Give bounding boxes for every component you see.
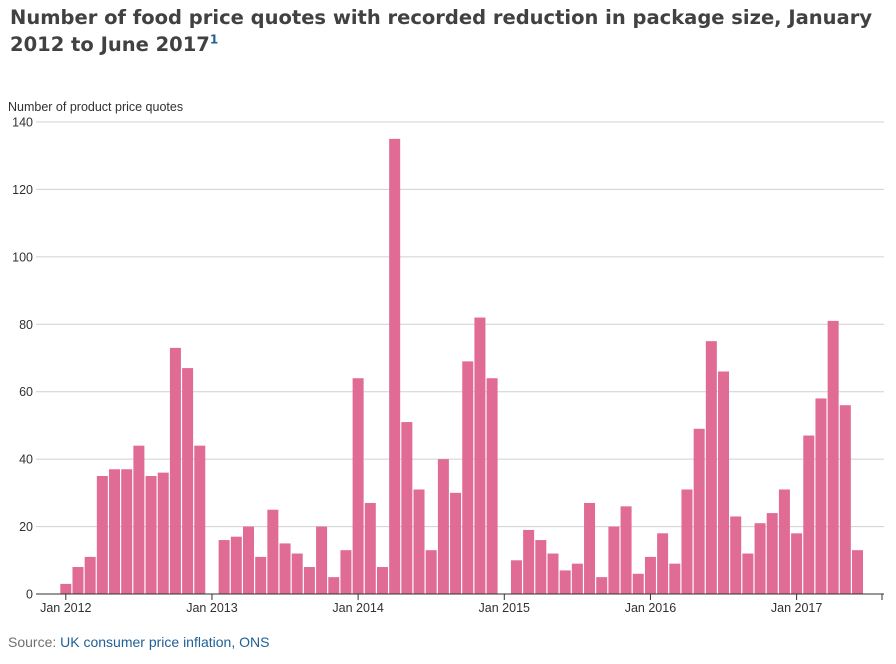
bar[interactable]: Jul 2014: 13 (425, 550, 437, 594)
x-tick-label: Jan 2012 (40, 601, 91, 615)
bar[interactable]: Sep 2014: 30 (450, 492, 462, 594)
bar[interactable]: May 2013: 11 (255, 556, 267, 594)
bar[interactable]: Jun 2017: 13 (852, 550, 863, 594)
bar[interactable]: Dec 2015: 6 (632, 573, 644, 594)
bar[interactable]: Jun 2012: 37 (121, 469, 133, 594)
bar[interactable]: Jun 2016: 75 (705, 341, 717, 594)
x-axis-ticks: Jan 2012 Jan 2013 Jan 2014 Jan 2015 Jan 2016… (40, 594, 883, 615)
bar[interactable]: Oct 2013: 20 (316, 526, 328, 594)
gridlines (36, 121, 884, 528)
bar[interactable]: Aug 2016: 23 (730, 516, 742, 594)
x-tick-label: Jan 2013 (186, 601, 237, 615)
bar[interactable]: Aug 2015: 27 (584, 502, 596, 594)
bar[interactable]: Dec 2016: 31 (778, 489, 790, 594)
bar[interactable]: Apr 2014: 135 (389, 138, 401, 595)
bar[interactable]: May 2015: 12 (547, 553, 559, 594)
bar[interactable]: Mar 2015: 19 (523, 529, 535, 594)
bar[interactable]: Mar 2013: 17 (230, 536, 242, 594)
y-axis-ticks: 0 20 40 60 80 100 120 140 (12, 116, 33, 602)
source-link[interactable]: UK consumer price inflation, ONS (60, 634, 270, 650)
bar[interactable]: Sep 2012: 36 (157, 472, 169, 594)
bar[interactable]: Nov 2016: 24 (766, 513, 778, 594)
bar[interactable]: Dec 2014: 64 (486, 378, 498, 594)
chart-title: Number of food price quotes with recorde… (10, 4, 886, 58)
bar[interactable]: Jan 2017: 18 (791, 533, 803, 594)
source-prefix: Source: (8, 634, 61, 650)
bar[interactable]: Nov 2015: 26 (620, 506, 632, 594)
bar[interactable]: Oct 2014: 69 (462, 361, 474, 594)
bar[interactable]: Apr 2015: 16 (535, 540, 547, 594)
bar[interactable]: May 2012: 37 (109, 469, 121, 594)
bar[interactable]: Feb 2012: 8 (72, 567, 84, 594)
bar[interactable]: Jan 2014: 64 (352, 378, 364, 594)
bar[interactable]: Dec 2012: 44 (194, 445, 206, 594)
bar[interactable]: Sep 2013: 8 (303, 567, 315, 594)
bar[interactable]: Sep 2015: 5 (596, 577, 608, 594)
bar[interactable]: Mar 2012: 11 (84, 556, 96, 594)
x-tick-label: Jan 2015 (479, 601, 530, 615)
bar[interactable]: Jun 2013: 25 (267, 509, 279, 594)
bar[interactable]: Jul 2016: 66 (718, 371, 730, 594)
bar[interactable]: Feb 2017: 47 (803, 435, 815, 594)
bar[interactable]: Aug 2014: 40 (437, 459, 449, 594)
bar[interactable]: Jan 2016: 11 (644, 556, 656, 594)
bar[interactable]: Apr 2016: 31 (681, 489, 693, 594)
y-axis-label: Number of product price quotes (8, 100, 184, 114)
bar[interactable]: Apr 2013: 20 (243, 526, 254, 594)
bar[interactable]: May 2016: 49 (693, 428, 705, 594)
bar[interactable]: Mar 2017: 58 (815, 398, 827, 594)
bar[interactable]: Jun 2014: 31 (413, 489, 425, 594)
bar[interactable]: Mar 2016: 9 (669, 563, 681, 594)
bar[interactable]: Jun 2015: 7 (559, 570, 571, 594)
bar[interactable]: May 2017: 56 (839, 405, 851, 594)
y-tick-label: 20 (19, 520, 33, 534)
y-tick-label: 100 (12, 250, 33, 264)
y-tick-label: 60 (19, 385, 33, 399)
bar[interactable]: Aug 2013: 12 (291, 553, 303, 594)
title-footnote-marker[interactable]: 1 (209, 32, 219, 47)
y-tick-label: 40 (19, 453, 33, 467)
bar[interactable]: Aug 2012: 35 (145, 476, 157, 594)
bar[interactable]: Dec 2013: 13 (340, 550, 352, 594)
y-tick-label: 140 (12, 116, 33, 130)
bar[interactable]: Jan 2012: 3 (60, 583, 72, 594)
x-tick-label: Jan 2014 (332, 601, 383, 615)
y-tick-label: 0 (26, 588, 33, 602)
bar[interactable]: Feb 2015: 10 (510, 560, 522, 594)
bar[interactable]: Apr 2012: 35 (96, 476, 108, 594)
x-tick-label: Jan 2017 (771, 601, 822, 615)
bar[interactable]: Feb 2016: 18 (657, 533, 669, 594)
bar[interactable]: Mar 2014: 8 (376, 567, 388, 594)
bar[interactable]: Jul 2015: 9 (571, 563, 583, 594)
bar[interactable]: Oct 2016: 21 (754, 523, 766, 594)
bar[interactable]: Nov 2014: 82 (474, 317, 486, 594)
bar[interactable]: Jul 2012: 44 (133, 445, 145, 594)
bars: Jan 2012: 3Feb 2012: 8Mar 2012: 11Apr 20… (60, 138, 863, 595)
bar[interactable]: Nov 2012: 67 (182, 368, 194, 594)
bar[interactable]: Oct 2015: 20 (608, 526, 620, 594)
bar[interactable]: May 2014: 51 (401, 422, 413, 594)
bar[interactable]: Nov 2013: 5 (328, 577, 340, 594)
bar[interactable]: Apr 2017: 81 (827, 320, 839, 594)
bar[interactable]: Oct 2012: 73 (169, 347, 181, 594)
bar[interactable]: Sep 2016: 12 (742, 553, 754, 594)
bar[interactable]: Feb 2013: 16 (218, 540, 230, 594)
y-tick-label: 120 (12, 183, 33, 197)
bar[interactable]: Jul 2013: 15 (279, 543, 291, 594)
bar[interactable]: Feb 2014: 27 (364, 502, 376, 594)
y-tick-label: 80 (19, 318, 33, 332)
chart-title-text: Number of food price quotes with recorde… (10, 6, 873, 56)
x-tick-label: Jan 2016 (625, 601, 676, 615)
source-note: Source: UK consumer price inflation, ONS (8, 634, 269, 650)
